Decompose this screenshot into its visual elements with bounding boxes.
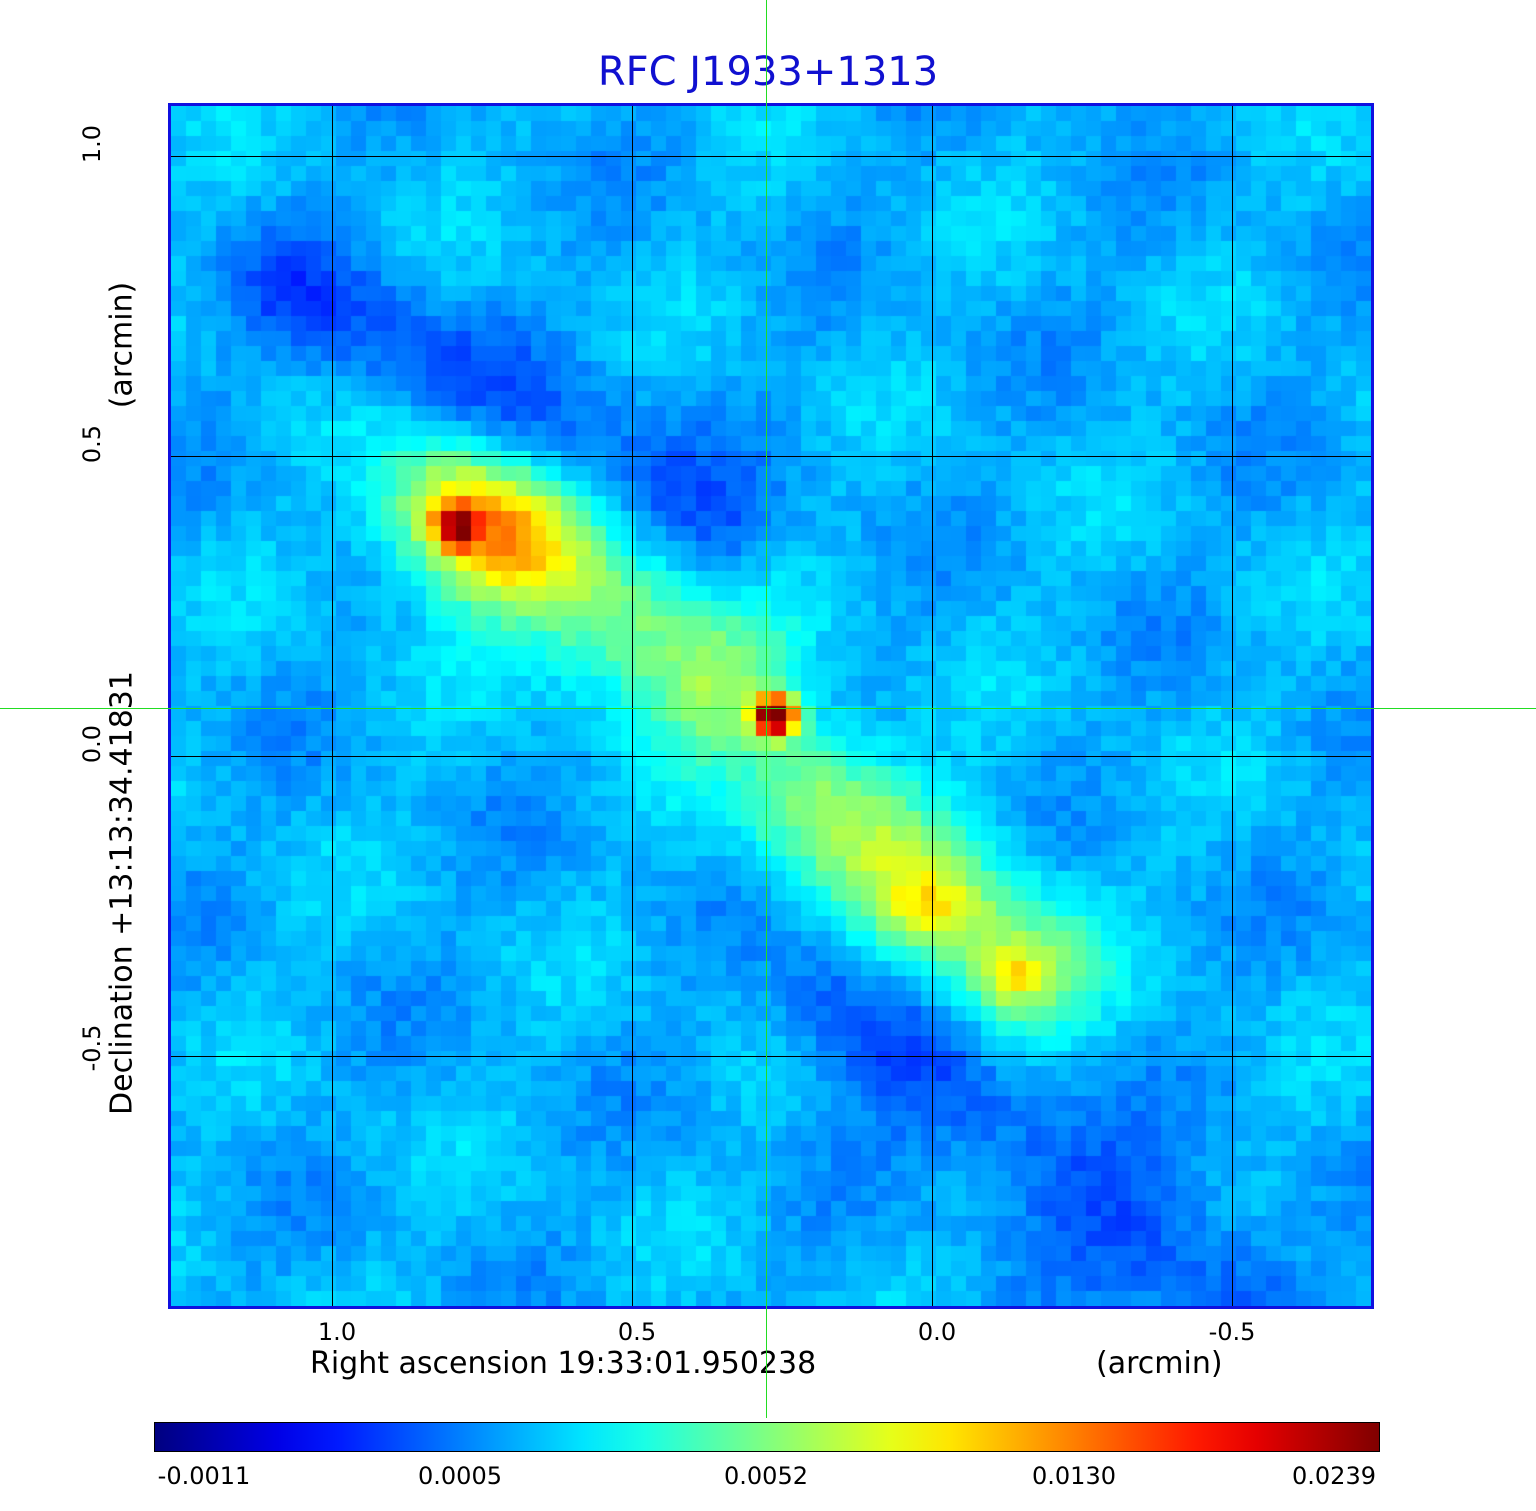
grid-line-x-4	[1232, 106, 1233, 1306]
x-tick-label: 0.0	[917, 1318, 957, 1346]
colorbar-tick-label: 0.0052	[724, 1462, 808, 1490]
colorbar	[154, 1422, 1380, 1452]
y-axis-unit: (arcmin)	[104, 281, 140, 409]
y-tick-label: 0.0	[78, 724, 106, 764]
y-tick-label: 1.0	[78, 124, 106, 164]
colorbar-tick-label: 0.0239	[1292, 1462, 1376, 1490]
grid-line-y-1	[171, 156, 1371, 157]
x-axis-label: Right ascension 19:33:01.950238	[310, 1346, 817, 1381]
sky-image-frame[interactable]	[168, 103, 1374, 1309]
grid-line-x-3	[932, 106, 933, 1306]
colorbar-tick-label: 0.0130	[1032, 1462, 1116, 1490]
x-axis-unit: (arcmin)	[1096, 1346, 1223, 1381]
x-tick-label: 1.0	[317, 1318, 357, 1346]
y-tick-label: -0.5	[78, 1024, 106, 1072]
colorbar-tick-label: 0.0005	[418, 1462, 502, 1490]
image-title: RFC J1933+1313	[597, 49, 939, 95]
crosshair-vertical	[766, 0, 767, 1418]
grid-line-y-2	[171, 456, 1371, 457]
grid-line-y-4	[171, 1056, 1371, 1057]
x-tick-label: 0.5	[617, 1318, 657, 1346]
x-tick-label: -0.5	[1208, 1318, 1256, 1346]
crosshair-horizontal	[0, 708, 1536, 709]
radio-intensity-map[interactable]	[171, 106, 1371, 1306]
grid-line-x-2	[632, 106, 633, 1306]
colorbar-tick-label: -0.0011	[157, 1462, 251, 1490]
y-axis-label: Declination +13:13:34.41831	[104, 671, 140, 1115]
grid-line-y-3	[171, 756, 1371, 757]
y-tick-label: 0.5	[78, 424, 106, 464]
grid-line-x-1	[332, 106, 333, 1306]
